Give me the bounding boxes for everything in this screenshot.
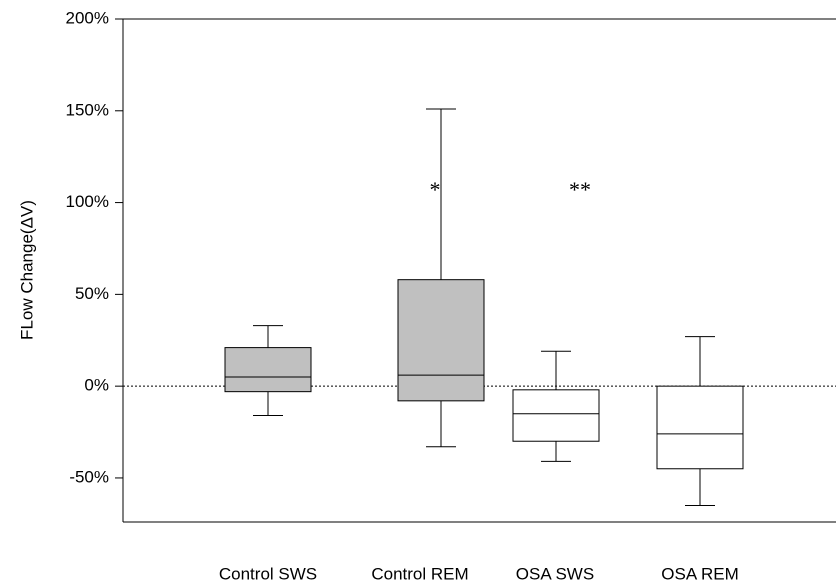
y-tick-label: 150%	[66, 100, 109, 119]
box	[656, 385, 744, 470]
y-tick-label: 100%	[66, 192, 109, 211]
annotation: *	[430, 177, 441, 202]
y-tick-label: -50%	[69, 467, 109, 486]
annotation: **	[569, 177, 591, 202]
x-tick-label: OSA SWS	[516, 564, 594, 583]
box	[397, 279, 485, 402]
y-tick-label: 200%	[66, 8, 109, 27]
box	[512, 389, 600, 442]
y-tick-label: 50%	[75, 284, 109, 303]
x-tick-label: Control REM	[371, 564, 468, 583]
box	[224, 347, 312, 393]
y-tick-label: 0%	[84, 376, 109, 395]
x-tick-label: Control SWS	[219, 564, 317, 583]
y-axis-label: FLow Change(ΔV)	[17, 200, 36, 340]
x-tick-label: OSA REM	[661, 564, 738, 583]
